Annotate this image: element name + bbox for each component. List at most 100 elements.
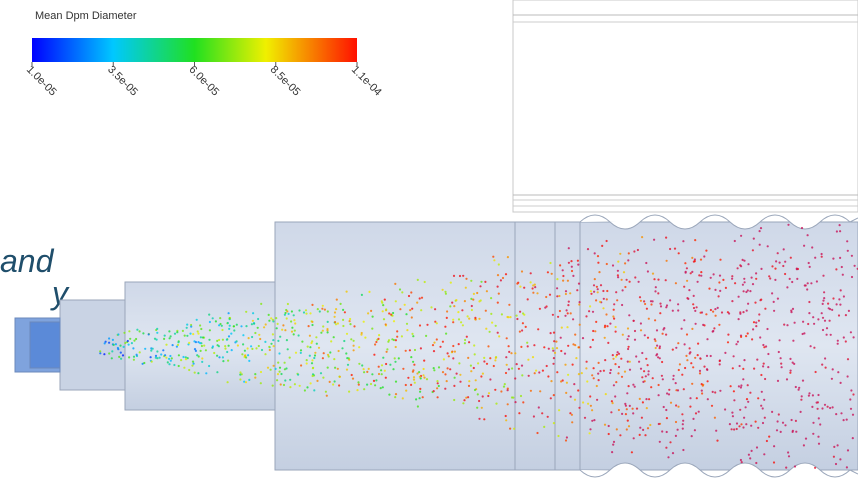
particle [575, 357, 577, 359]
particle [313, 389, 315, 391]
particle [756, 446, 758, 448]
particle [742, 378, 744, 380]
particle [341, 347, 343, 349]
particle [244, 354, 246, 356]
particle [113, 344, 115, 346]
particle [562, 269, 564, 271]
colorbar-tick-label: 8.5e-05 [268, 64, 303, 99]
particle [626, 408, 628, 410]
particle [678, 252, 680, 254]
particle [192, 361, 194, 363]
particle [751, 277, 753, 279]
particle [780, 431, 782, 433]
particle [396, 336, 398, 338]
particle [672, 349, 674, 351]
particle [260, 382, 262, 384]
particle [554, 352, 556, 354]
particle [487, 345, 489, 347]
particle [747, 263, 749, 265]
particle [589, 432, 591, 434]
particle [667, 456, 669, 458]
particle [253, 323, 255, 325]
particle [556, 295, 558, 297]
particle [831, 378, 833, 380]
particle [596, 385, 598, 387]
particle [822, 300, 824, 302]
particle [779, 339, 781, 341]
particle [786, 378, 788, 380]
particle [640, 329, 642, 331]
particle [433, 390, 435, 392]
particle [779, 262, 781, 264]
particle [749, 457, 751, 459]
particle [442, 289, 444, 291]
particle [733, 390, 735, 392]
particle [760, 227, 762, 229]
particle [108, 337, 110, 339]
particle [614, 363, 616, 365]
particle [691, 435, 693, 437]
particle [419, 324, 421, 326]
particle [807, 323, 809, 325]
particle [462, 275, 464, 277]
particle [389, 364, 391, 366]
particle [795, 386, 797, 388]
particle [306, 362, 308, 364]
particle [643, 370, 645, 372]
particle [419, 376, 421, 378]
particle [691, 383, 693, 385]
particle [461, 309, 463, 311]
particle [465, 397, 467, 399]
particle [108, 342, 110, 344]
particle [748, 454, 750, 456]
particle [742, 368, 744, 370]
particle [558, 295, 560, 297]
particle [747, 401, 749, 403]
particle [764, 308, 766, 310]
particle [666, 431, 668, 433]
particle [329, 381, 331, 383]
particle [784, 273, 786, 275]
particle [703, 255, 705, 257]
particle [247, 354, 249, 356]
particle [778, 413, 780, 415]
particle [284, 379, 286, 381]
particle [522, 401, 524, 403]
particle [320, 372, 322, 374]
particle [152, 348, 154, 350]
particle [780, 357, 782, 359]
particle [459, 374, 461, 376]
particle [743, 290, 745, 292]
particle [684, 262, 686, 264]
particle [591, 374, 593, 376]
particle [267, 367, 269, 369]
particle [562, 379, 564, 381]
particle [805, 438, 807, 440]
particle [761, 391, 763, 393]
particle [843, 295, 845, 297]
particle [567, 345, 569, 347]
particle [729, 423, 731, 425]
particle [634, 339, 636, 341]
particle [699, 370, 701, 372]
particle [555, 341, 557, 343]
particle [775, 260, 777, 262]
particle [665, 279, 667, 281]
particle [164, 335, 166, 337]
particle [718, 324, 720, 326]
particle [452, 319, 454, 321]
particle [216, 340, 218, 342]
particle [523, 314, 525, 316]
particle [593, 419, 595, 421]
particle [700, 259, 702, 261]
particle [821, 253, 823, 255]
particle [697, 343, 699, 345]
particle [568, 247, 570, 249]
particle [762, 344, 764, 346]
particle [587, 403, 589, 405]
particle [476, 407, 478, 409]
particle [348, 357, 350, 359]
particle [311, 362, 313, 364]
particle [633, 437, 635, 439]
particle [782, 422, 784, 424]
